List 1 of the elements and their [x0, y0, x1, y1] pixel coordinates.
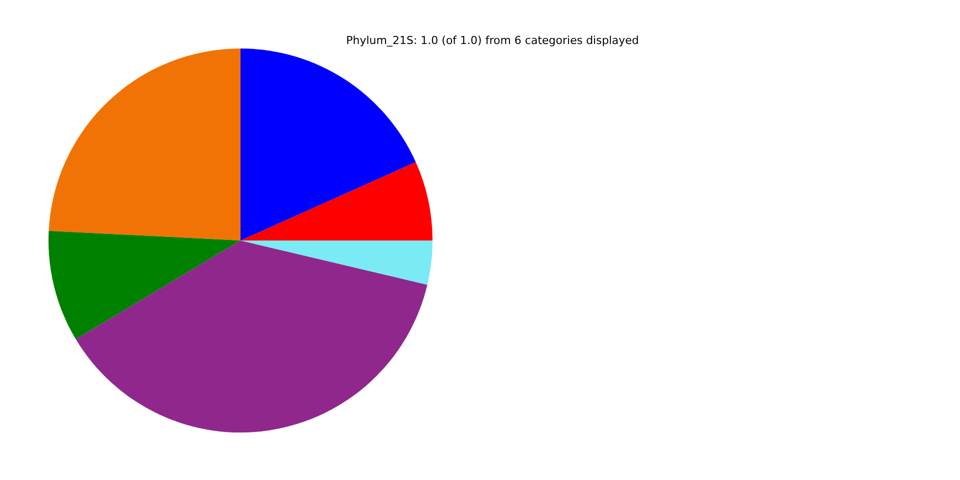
text: Phylum_21S: 1.0 (of 1.0) from 6 categories displayed: [346, 34, 639, 47]
